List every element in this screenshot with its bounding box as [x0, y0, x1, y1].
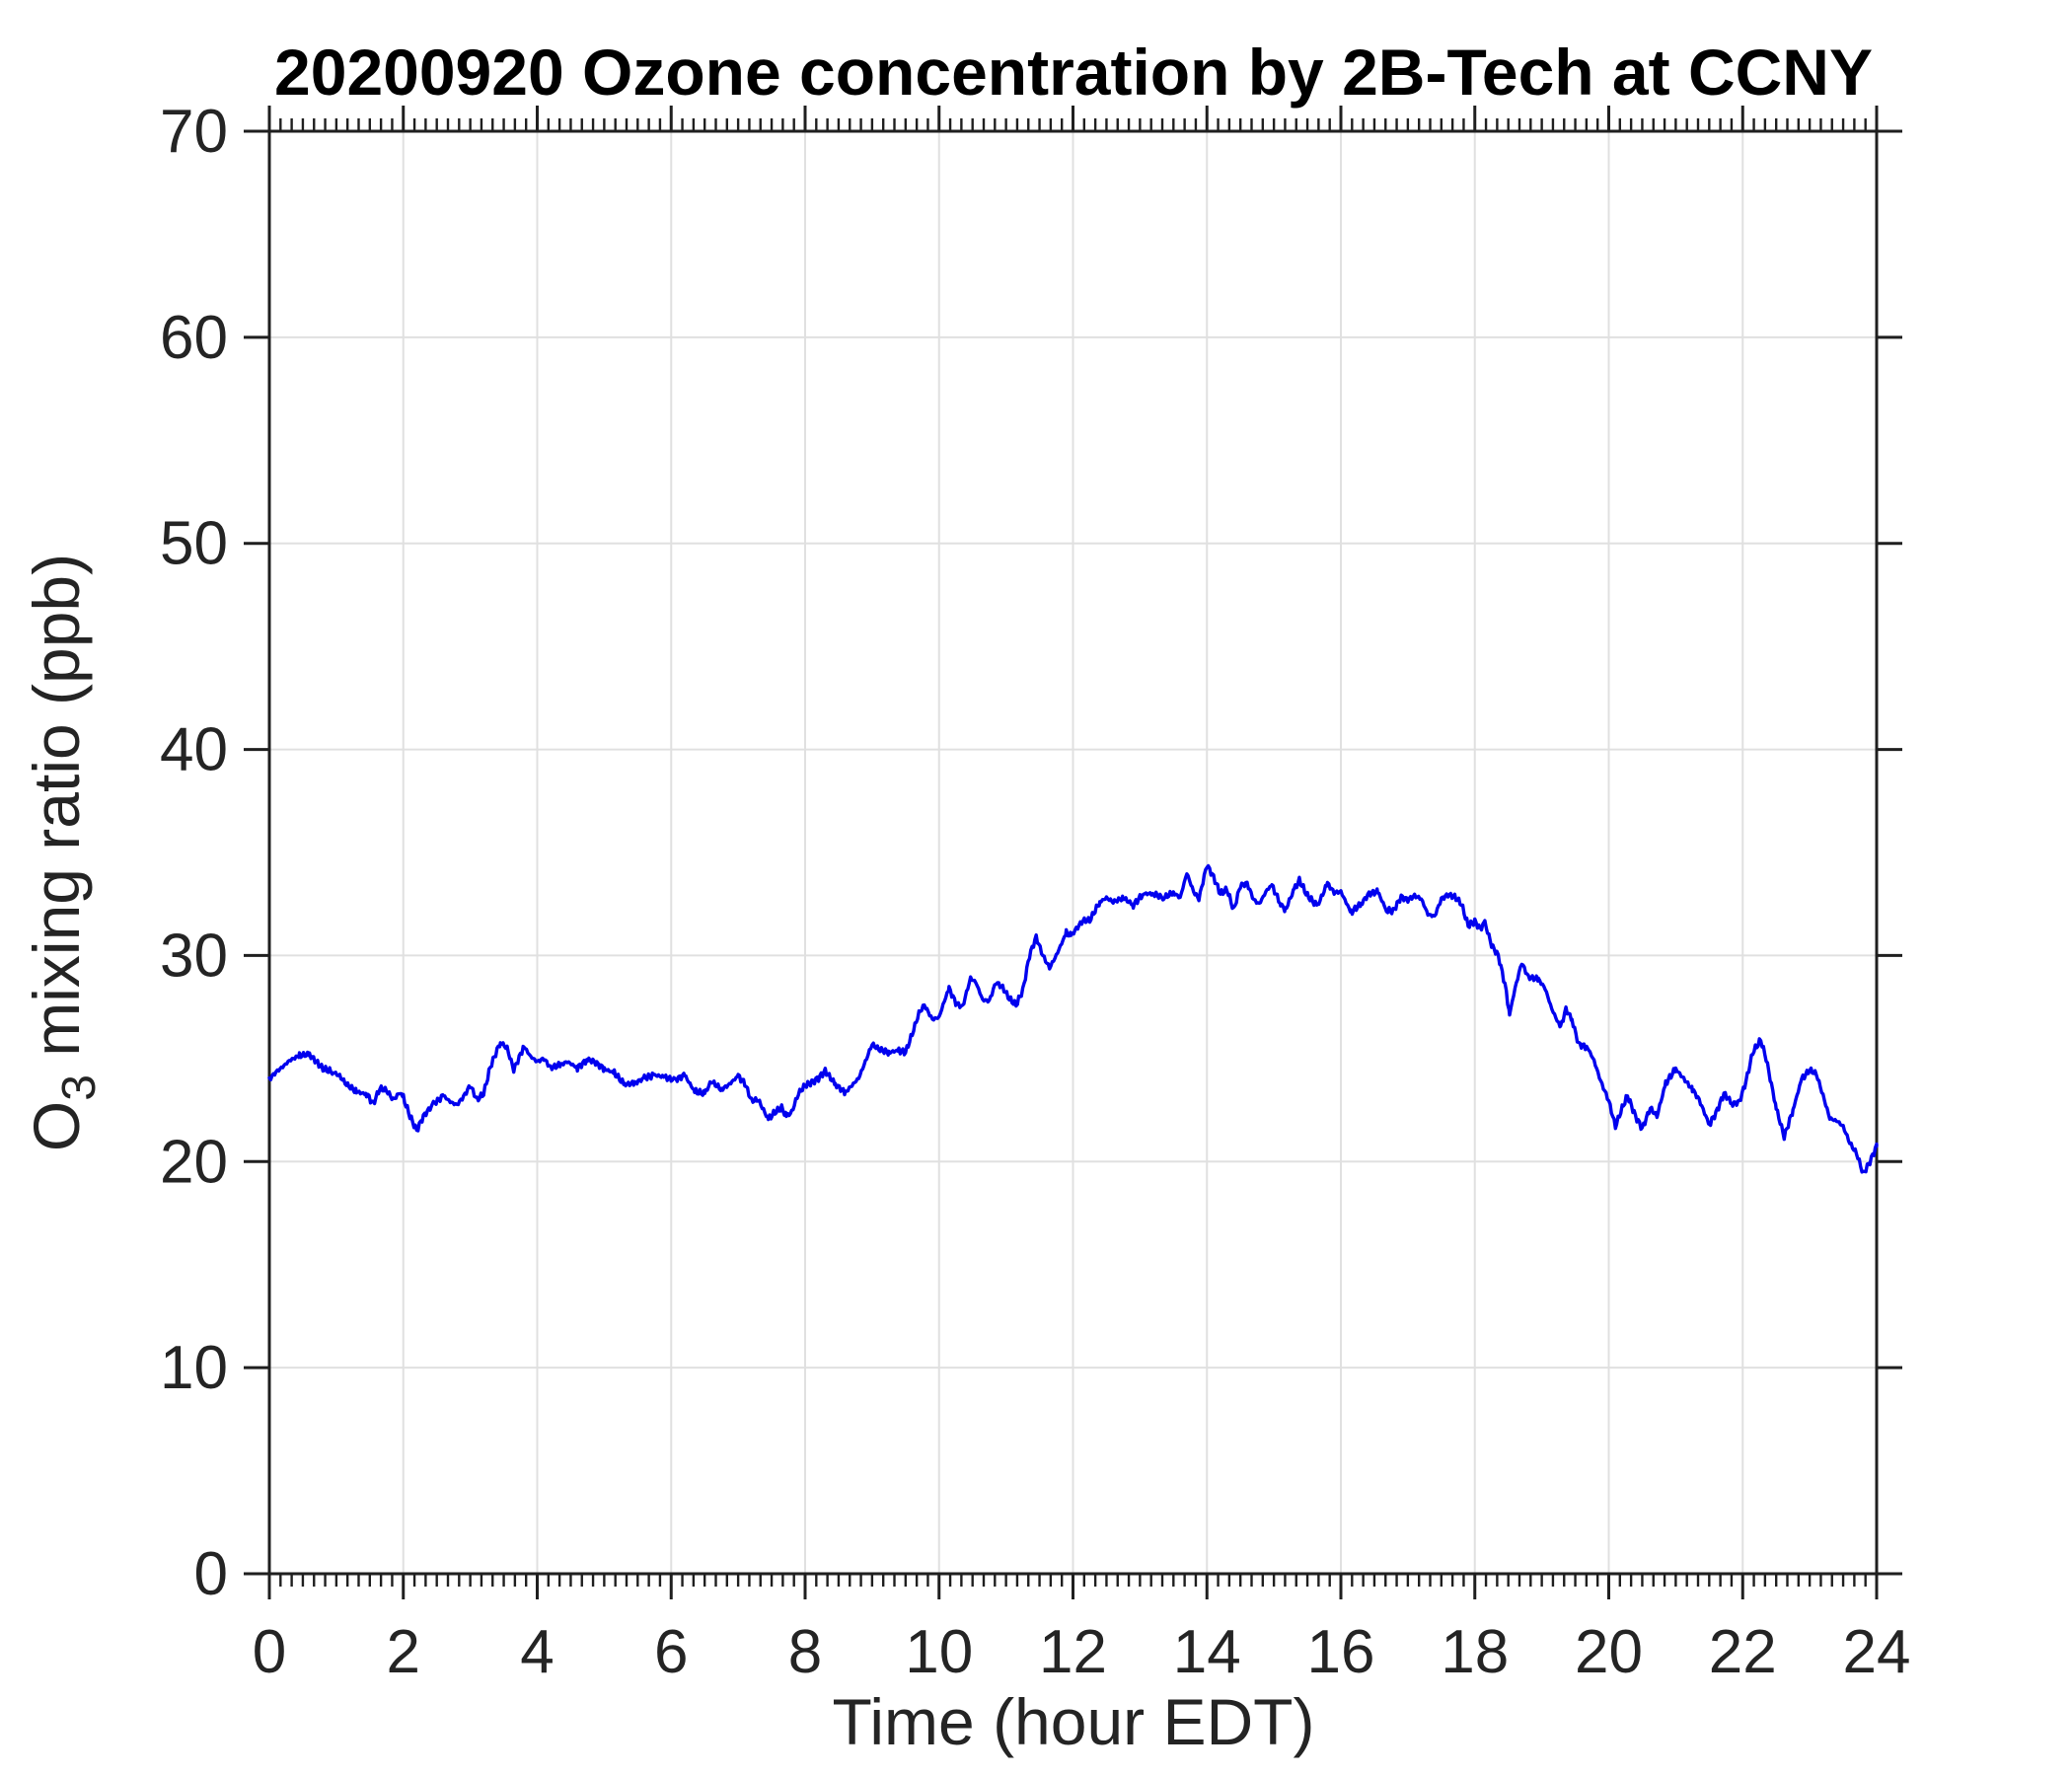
x-tick-label: 20	[1575, 1618, 1643, 1686]
y-tick-label: 10	[160, 1334, 228, 1402]
y-tick-label: 60	[160, 304, 228, 372]
x-tick-label: 10	[905, 1618, 973, 1686]
y-tick-label: 0	[194, 1540, 228, 1608]
minor-ticks	[279, 118, 1867, 1587]
major-ticks	[244, 106, 1902, 1599]
x-tick-label: 22	[1709, 1618, 1777, 1686]
y-axis-label: O3 mixing ratio (ppb)	[20, 554, 106, 1151]
x-tick-label: 12	[1039, 1618, 1107, 1686]
x-tick-label: 6	[654, 1618, 688, 1686]
y-tick-label: 70	[160, 98, 228, 166]
x-tick-label: 14	[1173, 1618, 1241, 1686]
y-tick-label: 40	[160, 716, 228, 784]
plot-border	[267, 129, 1879, 1576]
y-tick-label: 30	[160, 922, 228, 990]
y-tick-label: 50	[160, 510, 228, 578]
x-tick-label: 18	[1441, 1618, 1509, 1686]
x-tick-label: 2	[387, 1618, 420, 1686]
chart-title: 20200920 Ozone concentration by 2B-Tech …	[274, 36, 1873, 109]
gridlines	[269, 131, 1877, 1574]
y-tick-label: 20	[160, 1128, 228, 1196]
x-axis-label: Time (hour EDT)	[833, 1685, 1315, 1758]
x-tick-label: 16	[1307, 1618, 1375, 1686]
x-tick-label: 8	[788, 1618, 822, 1686]
x-tick-label: 4	[520, 1618, 554, 1686]
x-axis-tick-labels: 0 2 4 6 8 10 12 14 16 18 20 22 24	[253, 1618, 1911, 1686]
ozone-trace-line	[267, 863, 1879, 1174]
y-axis-tick-labels: 0 10 20 30 40 50 60 70	[160, 98, 228, 1608]
x-tick-label: 0	[253, 1618, 286, 1686]
x-tick-label: 24	[1843, 1618, 1911, 1686]
